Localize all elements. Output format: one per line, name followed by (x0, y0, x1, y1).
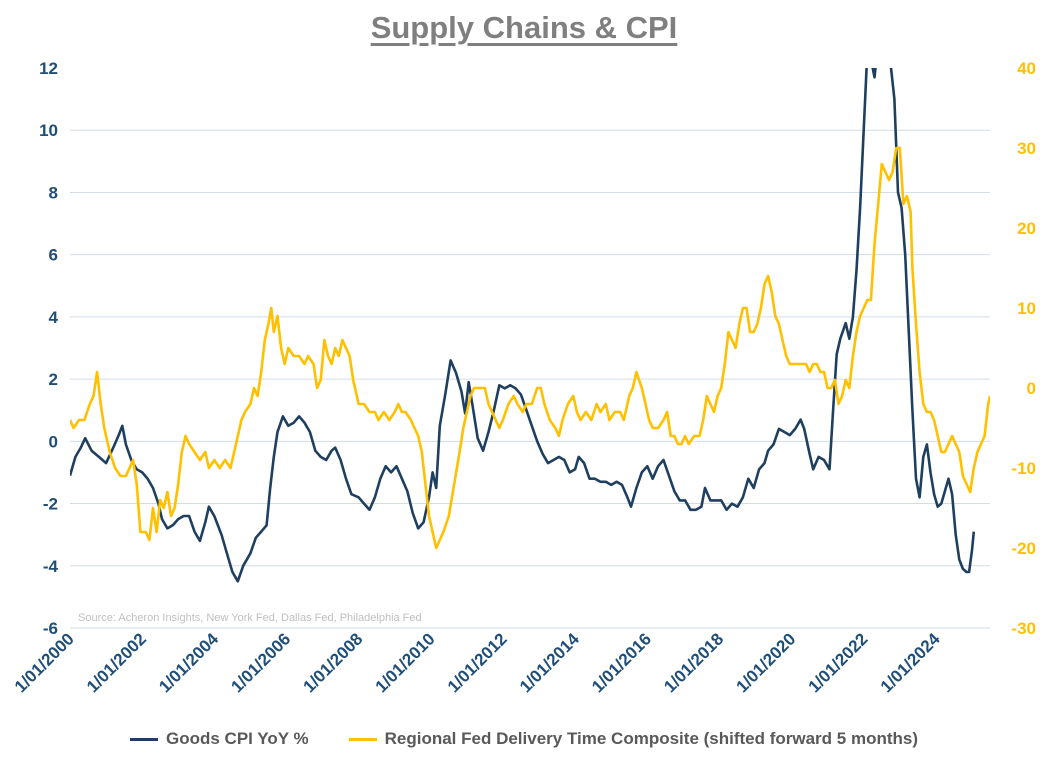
right-tick-label: 30 (1017, 139, 1036, 158)
x-tick-label: 1/01/2010 (372, 629, 439, 696)
source-note: Source: Acheron Insights, New York Fed, … (78, 612, 422, 624)
right-tick-label: -20 (1011, 539, 1036, 558)
chart-legend: Goods CPI YoY % Regional Fed Delivery Ti… (0, 729, 1048, 749)
left-tick-label: 10 (39, 121, 58, 140)
legend-swatch-goods-cpi (129, 737, 158, 741)
x-axis: 1/01/2000 1/01/2002 1/01/2004 1/01/2006 1/01… (11, 629, 944, 696)
left-tick-label: 6 (49, 246, 58, 265)
legend-swatch-delivery-time (348, 737, 377, 741)
series-line-goods-cpi (70, 68, 976, 583)
x-tick-label: 1/01/2002 (83, 629, 150, 696)
right-tick-label: -10 (1011, 459, 1036, 478)
x-tick-label: 1/01/2014 (516, 629, 583, 696)
left-tick-label: 2 (49, 370, 58, 389)
right-tick-label: 40 (1017, 59, 1036, 78)
legend-label-goods-cpi: Goods CPI YoY % (165, 729, 309, 748)
right-y-axis: -30 -20 -10 0 10 20 30 40 (1011, 59, 1036, 638)
x-tick-label: 1/01/2022 (805, 629, 872, 696)
x-tick-label: 1/01/2024 (877, 629, 944, 696)
left-tick-label: -2 (43, 495, 58, 514)
right-tick-label: 20 (1017, 219, 1036, 238)
legend-item-goods-cpi: Goods CPI YoY % (129, 729, 309, 749)
left-tick-label: 0 (49, 432, 58, 451)
chart-title: Supply Chains & CPI (370, 10, 678, 45)
legend-item-delivery-time: Regional Fed Delivery Time Composite (sh… (348, 729, 919, 749)
left-tick-label: -6 (43, 619, 58, 638)
series-line-delivery-time (70, 146, 990, 550)
x-tick-label: 1/01/2018 (660, 629, 727, 696)
x-tick-label: 1/01/2020 (732, 629, 799, 696)
left-tick-label: 12 (39, 59, 58, 78)
grid-lines (70, 129, 990, 629)
right-tick-label: -30 (1011, 619, 1036, 638)
left-tick-label: 8 (49, 183, 58, 202)
series-layer (70, 68, 990, 583)
right-tick-label: 10 (1017, 299, 1036, 318)
x-tick-label: 1/01/2012 (444, 629, 511, 696)
x-tick-label: 1/01/2008 (300, 629, 367, 696)
legend-label-delivery-time: Regional Fed Delivery Time Composite (sh… (384, 729, 919, 748)
left-y-axis: -6 -4 -2 0 2 4 6 8 10 12 (39, 59, 58, 638)
right-tick-label: 0 (1027, 379, 1036, 398)
left-tick-label: 4 (49, 308, 59, 327)
x-tick-label: 1/01/2000 (11, 629, 78, 696)
left-tick-label: -4 (43, 557, 59, 576)
x-tick-label: 1/01/2016 (588, 629, 655, 696)
x-tick-label: 1/01/2006 (227, 629, 294, 696)
x-tick-label: 1/01/2004 (155, 629, 222, 696)
